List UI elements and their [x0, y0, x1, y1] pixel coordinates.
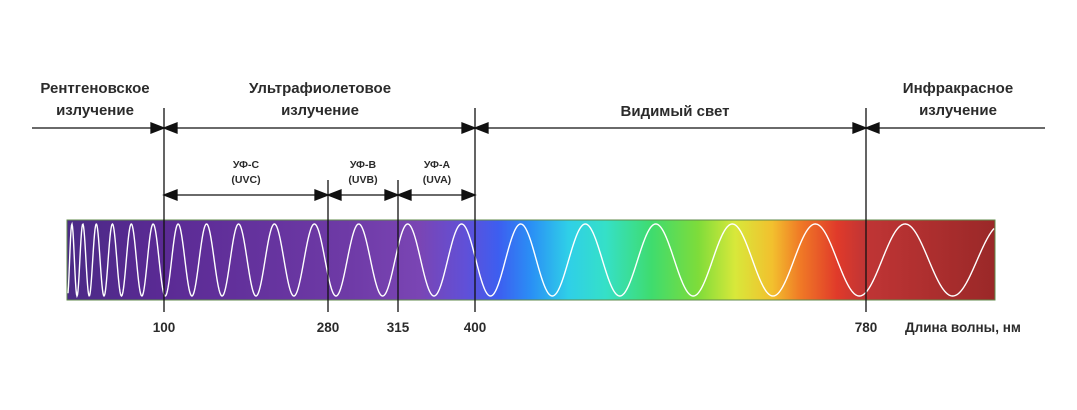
tick-label-280: 280 [316, 320, 340, 335]
ir-label-line1: Инфракрасное [902, 80, 1014, 97]
uv-label: Ультрафиолетовое излучение [220, 78, 420, 122]
wave-curve [67, 221, 995, 299]
spectrum-band [66, 219, 996, 301]
main-range-arrows [32, 122, 1045, 134]
uv-label-line1: Ультрафиолетовое [248, 80, 392, 97]
xray-label-line2: излучение [56, 102, 134, 119]
axis-label: Длина волны, нм [905, 320, 1021, 335]
xray-label: Рентгеновское излучение [20, 78, 170, 122]
uvc-label-line1: УФ-С [232, 159, 260, 171]
tick-label-400: 400 [463, 320, 487, 335]
uv-label-line2: излучение [281, 102, 359, 119]
uva-label-line1: УФ-А [423, 159, 451, 171]
uva-label-line2: (UVA) [422, 174, 452, 186]
uva-label: УФ-А (UVA) [407, 158, 467, 188]
xray-label-line1: Рентгеновское [40, 80, 150, 97]
tick-label-100: 100 [152, 320, 176, 335]
uvb-label-line2: (UVB) [348, 174, 378, 186]
boundary-lines [163, 108, 867, 312]
tick-label-780: 780 [854, 320, 878, 335]
tick-label-315: 315 [386, 320, 410, 335]
uvc-label-line2: (UVC) [231, 174, 261, 186]
uvb-label-line1: УФ-В [349, 159, 377, 171]
uvb-label: УФ-В (UVB) [333, 158, 393, 188]
visible-label: Видимый свет [620, 103, 730, 120]
ir-label: Инфракрасное излучение [883, 78, 1033, 122]
uvc-label: УФ-С (UVC) [216, 158, 276, 188]
ir-label-line2: излучение [919, 102, 997, 119]
uv-subrange-arrows [162, 189, 477, 201]
